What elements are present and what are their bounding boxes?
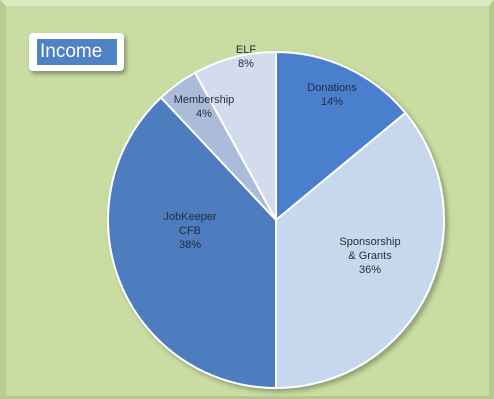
pie-slice-jobkeeper (107, 96, 277, 390)
data-label-line: 4% (196, 108, 212, 120)
data-label-line: CFB (179, 225, 201, 237)
data-label-line: Membership (174, 94, 235, 106)
data-label-donations: Donations 14% (307, 82, 357, 108)
chart-title: Income (37, 39, 117, 65)
data-label-line: & Grants (348, 250, 392, 262)
pie-slice-elf (193, 50, 277, 221)
chart-title-box: Income (29, 33, 124, 71)
data-label-line: JobKeeper (163, 211, 217, 223)
data-label-line: Sponsorship (339, 236, 400, 248)
pie-slice-sponsorship (275, 111, 446, 390)
data-label-line: 38% (179, 239, 201, 251)
data-label-line: 8% (238, 58, 254, 70)
data-label-jobkeeper: JobKeeper CFB 38% (163, 211, 217, 251)
data-label-membership: Membership 4% (174, 94, 235, 120)
data-label-line: 14% (321, 96, 343, 108)
data-label-sponsorship: Sponsorship & Grants 36% (339, 236, 400, 276)
data-label-line: ELF (236, 44, 256, 56)
data-label-line: 36% (359, 264, 381, 276)
data-label-elf: ELF 8% (236, 44, 256, 70)
data-label-line: Donations (307, 82, 357, 94)
pie-slice-donations (275, 50, 407, 223)
